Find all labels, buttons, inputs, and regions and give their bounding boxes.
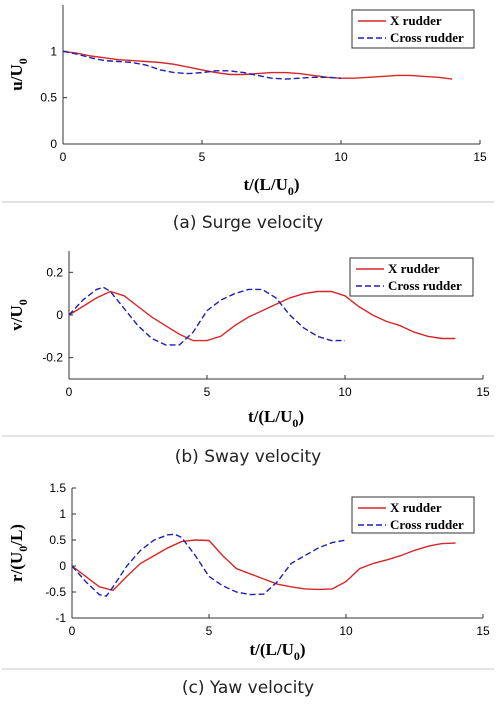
x-axis-label-subscript: 0 (294, 649, 300, 663)
y-tick-label: -0.5 (45, 585, 66, 599)
figure-caption: (a) Surge velocity (173, 213, 323, 233)
y-axis-label-tail: /L) (7, 524, 26, 547)
x-tick-label: 5 (204, 385, 211, 399)
chart-panel-2: 0 5 10 15 -0.2 0 0.2 X rudder Cross rudder t/(L/U… (7, 251, 490, 467)
x-axis-label: t/(L/U0) (249, 640, 305, 663)
x-axis-label: t/(L/U0) (243, 175, 299, 198)
y-tick-label: -1 (55, 611, 66, 625)
x-axis-label-tail: ) (294, 175, 300, 194)
legend: X rudder Cross rudder (349, 257, 474, 297)
series-line-x-rudder (68, 290, 456, 342)
x-tick-label: 10 (339, 624, 353, 638)
series-line-cross-rudder (71, 533, 347, 597)
x-tick-label: 5 (199, 150, 206, 164)
y-tick-label: 1 (59, 507, 66, 521)
legend-label: Cross rudder (390, 30, 464, 45)
legend-box (351, 9, 475, 49)
series-line-cross-rudder (68, 286, 345, 346)
y-tick-label: 1 (50, 44, 57, 58)
figure-caption: (c) Yaw velocity (182, 678, 314, 698)
legend-box (351, 496, 475, 534)
y-tick-label: 0 (59, 559, 66, 573)
y-axis-label-main: r/(U (7, 552, 26, 582)
x-tick-label: 5 (206, 624, 213, 638)
legend-box (349, 257, 474, 297)
series-line-x-rudder (62, 50, 453, 80)
y-tick-label: -0.2 (42, 351, 63, 365)
legend-label: X rudder (390, 13, 442, 28)
x-axis-label-main: t/(L/U (249, 640, 293, 659)
x-tick-label: 10 (338, 385, 352, 399)
figure-caption: (b) Sway velocity (175, 447, 321, 467)
y-axis-label: v/U0 (7, 299, 30, 331)
legend-label: Cross rudder (390, 517, 464, 532)
y-axis-label: u/U0 (7, 58, 30, 90)
x-tick-label: 0 (69, 624, 76, 638)
y-tick-label: 0 (50, 137, 57, 151)
y-axis-label-main: u/U (7, 64, 26, 90)
y-axis-label: r/(U0/L) (7, 524, 30, 582)
legend-label: X rudder (388, 261, 440, 276)
y-axis-label-main: v/U (7, 305, 26, 331)
x-axis-label-subscript: 0 (292, 416, 298, 430)
x-axis-label: t/(L/U0) (248, 407, 304, 430)
y-axis-label-subscript: 0 (16, 299, 30, 305)
x-axis-label-tail: ) (300, 640, 306, 659)
x-axis-label-main: t/(L/U (248, 407, 292, 426)
series-line-cross-rudder (62, 50, 342, 80)
chart-panel-3: 0 5 10 15 -1 -0.5 0 0.5 1 1.5 X rudder Cross rudder… (7, 481, 490, 698)
legend-label: Cross rudder (388, 278, 462, 293)
x-axis-label-subscript: 0 (288, 184, 294, 198)
y-tick-label: 0 (56, 308, 63, 322)
y-tick-label: 1.5 (49, 481, 66, 495)
y-tick-label: 0.2 (46, 265, 63, 279)
x-tick-label: 0 (66, 385, 73, 399)
x-tick-label: 15 (473, 150, 487, 164)
x-tick-label: 0 (60, 150, 67, 164)
legend: X rudder Cross rudder (351, 9, 475, 49)
series-line-x-rudder (71, 539, 456, 592)
x-axis-label-main: t/(L/U (243, 175, 287, 194)
y-axis-label-subscript: 0 (16, 546, 30, 552)
x-tick-label: 15 (476, 624, 490, 638)
y-tick-label: 0.5 (40, 91, 57, 105)
legend: X rudder Cross rudder (351, 496, 475, 534)
x-tick-label: 15 (476, 385, 490, 399)
x-tick-label: 10 (334, 150, 348, 164)
y-axis-label-subscript: 0 (16, 58, 30, 64)
x-axis-label-tail: ) (298, 407, 304, 426)
y-tick-label: 0.5 (49, 533, 66, 547)
legend-label: X rudder (390, 500, 442, 515)
